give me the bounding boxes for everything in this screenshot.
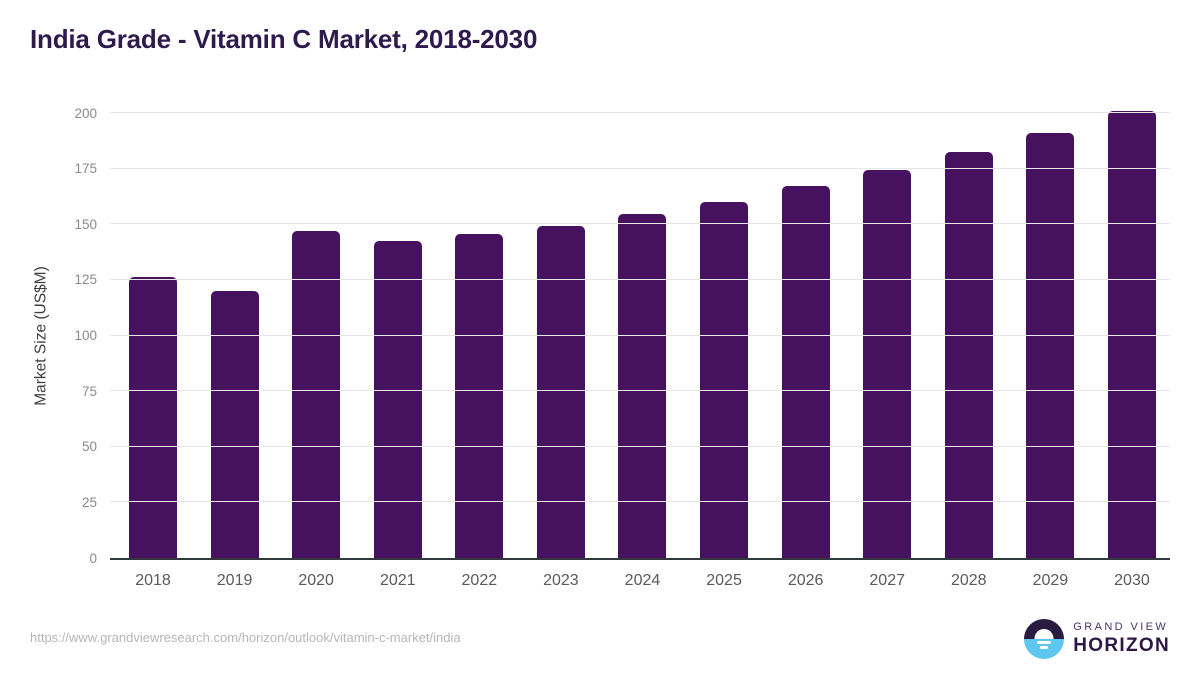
bar-2028 xyxy=(944,152,993,558)
gridline xyxy=(110,445,1170,447)
y-axis-tick-label: 25 xyxy=(81,494,97,510)
x-axis-label: 2025 xyxy=(706,572,742,589)
y-axis-tick-label: 175 xyxy=(74,160,97,176)
bar-2018 xyxy=(129,276,177,558)
bar-2026 xyxy=(781,186,830,558)
x-axis-label: 2030 xyxy=(1114,572,1150,589)
x-axis-label: 2027 xyxy=(869,572,905,589)
x-axis-label: 2022 xyxy=(461,572,498,589)
chart-title: India Grade - Vitamin C Market, 2018-203… xyxy=(30,24,538,54)
bar-2023 xyxy=(536,226,585,558)
y-axis-tick-label: 150 xyxy=(74,216,97,232)
y-axis-tick-label: 200 xyxy=(74,105,97,121)
x-axis-label: 2019 xyxy=(216,572,253,589)
bar-2022 xyxy=(455,233,504,558)
bar-2019 xyxy=(210,290,259,558)
x-axis-labels: 2018 2019 2020 2021 2022 2023 2024 2025 2026 2027… xyxy=(110,572,1170,590)
y-axis-tick-label: 75 xyxy=(81,383,97,399)
brand-name: GRAND VIEW HORIZON xyxy=(1073,621,1170,657)
brand-name-top: GRAND VIEW xyxy=(1073,621,1169,633)
plot-area: Market Size (US$M) 2018 2019 2020 2021 2022 2… xyxy=(33,106,1170,589)
y-axis-title: Market Size (US$M) xyxy=(32,265,50,406)
y-axis-tick-label: 125 xyxy=(74,272,97,288)
x-axis-label: 2029 xyxy=(1032,572,1069,589)
gridline xyxy=(110,278,1170,280)
gridline xyxy=(110,334,1170,336)
gridline xyxy=(110,112,1170,113)
bar-2020 xyxy=(292,231,341,558)
x-axis-label: 2024 xyxy=(624,572,661,589)
horizon-sun-icon xyxy=(1024,619,1065,659)
bar-2021 xyxy=(373,240,422,558)
x-axis-label: 2020 xyxy=(298,572,334,589)
x-axis-label: 2026 xyxy=(787,572,824,589)
gridline xyxy=(110,390,1170,392)
x-axis-label: 2018 xyxy=(135,572,171,589)
x-axis-label: 2028 xyxy=(950,572,987,589)
gridline xyxy=(110,223,1170,225)
bar-2029 xyxy=(1026,133,1075,558)
bars-row xyxy=(110,111,1170,558)
sun-dome-shape xyxy=(1034,629,1054,639)
x-axis-label: 2023 xyxy=(543,572,579,589)
gridline xyxy=(110,501,1170,503)
bar-2027 xyxy=(863,169,912,558)
brand-logo: GRAND VIEW HORIZON xyxy=(1024,619,1170,659)
bar-2025 xyxy=(700,201,749,558)
source-url: https://www.grandviewresearch.com/horizo… xyxy=(30,630,461,645)
sun-reflection-bar xyxy=(1037,641,1052,644)
y-axis-tick-label: 0 xyxy=(89,550,97,566)
x-axis-label: 2021 xyxy=(379,572,416,589)
y-axis-tick-label: 50 xyxy=(81,439,97,454)
y-axis-tick-label: 100 xyxy=(74,327,97,343)
gridline xyxy=(110,167,1170,169)
sun-reflection-bar xyxy=(1040,646,1049,649)
brand-name-bottom: HORIZON xyxy=(1073,635,1170,656)
bar-2024 xyxy=(618,214,667,558)
